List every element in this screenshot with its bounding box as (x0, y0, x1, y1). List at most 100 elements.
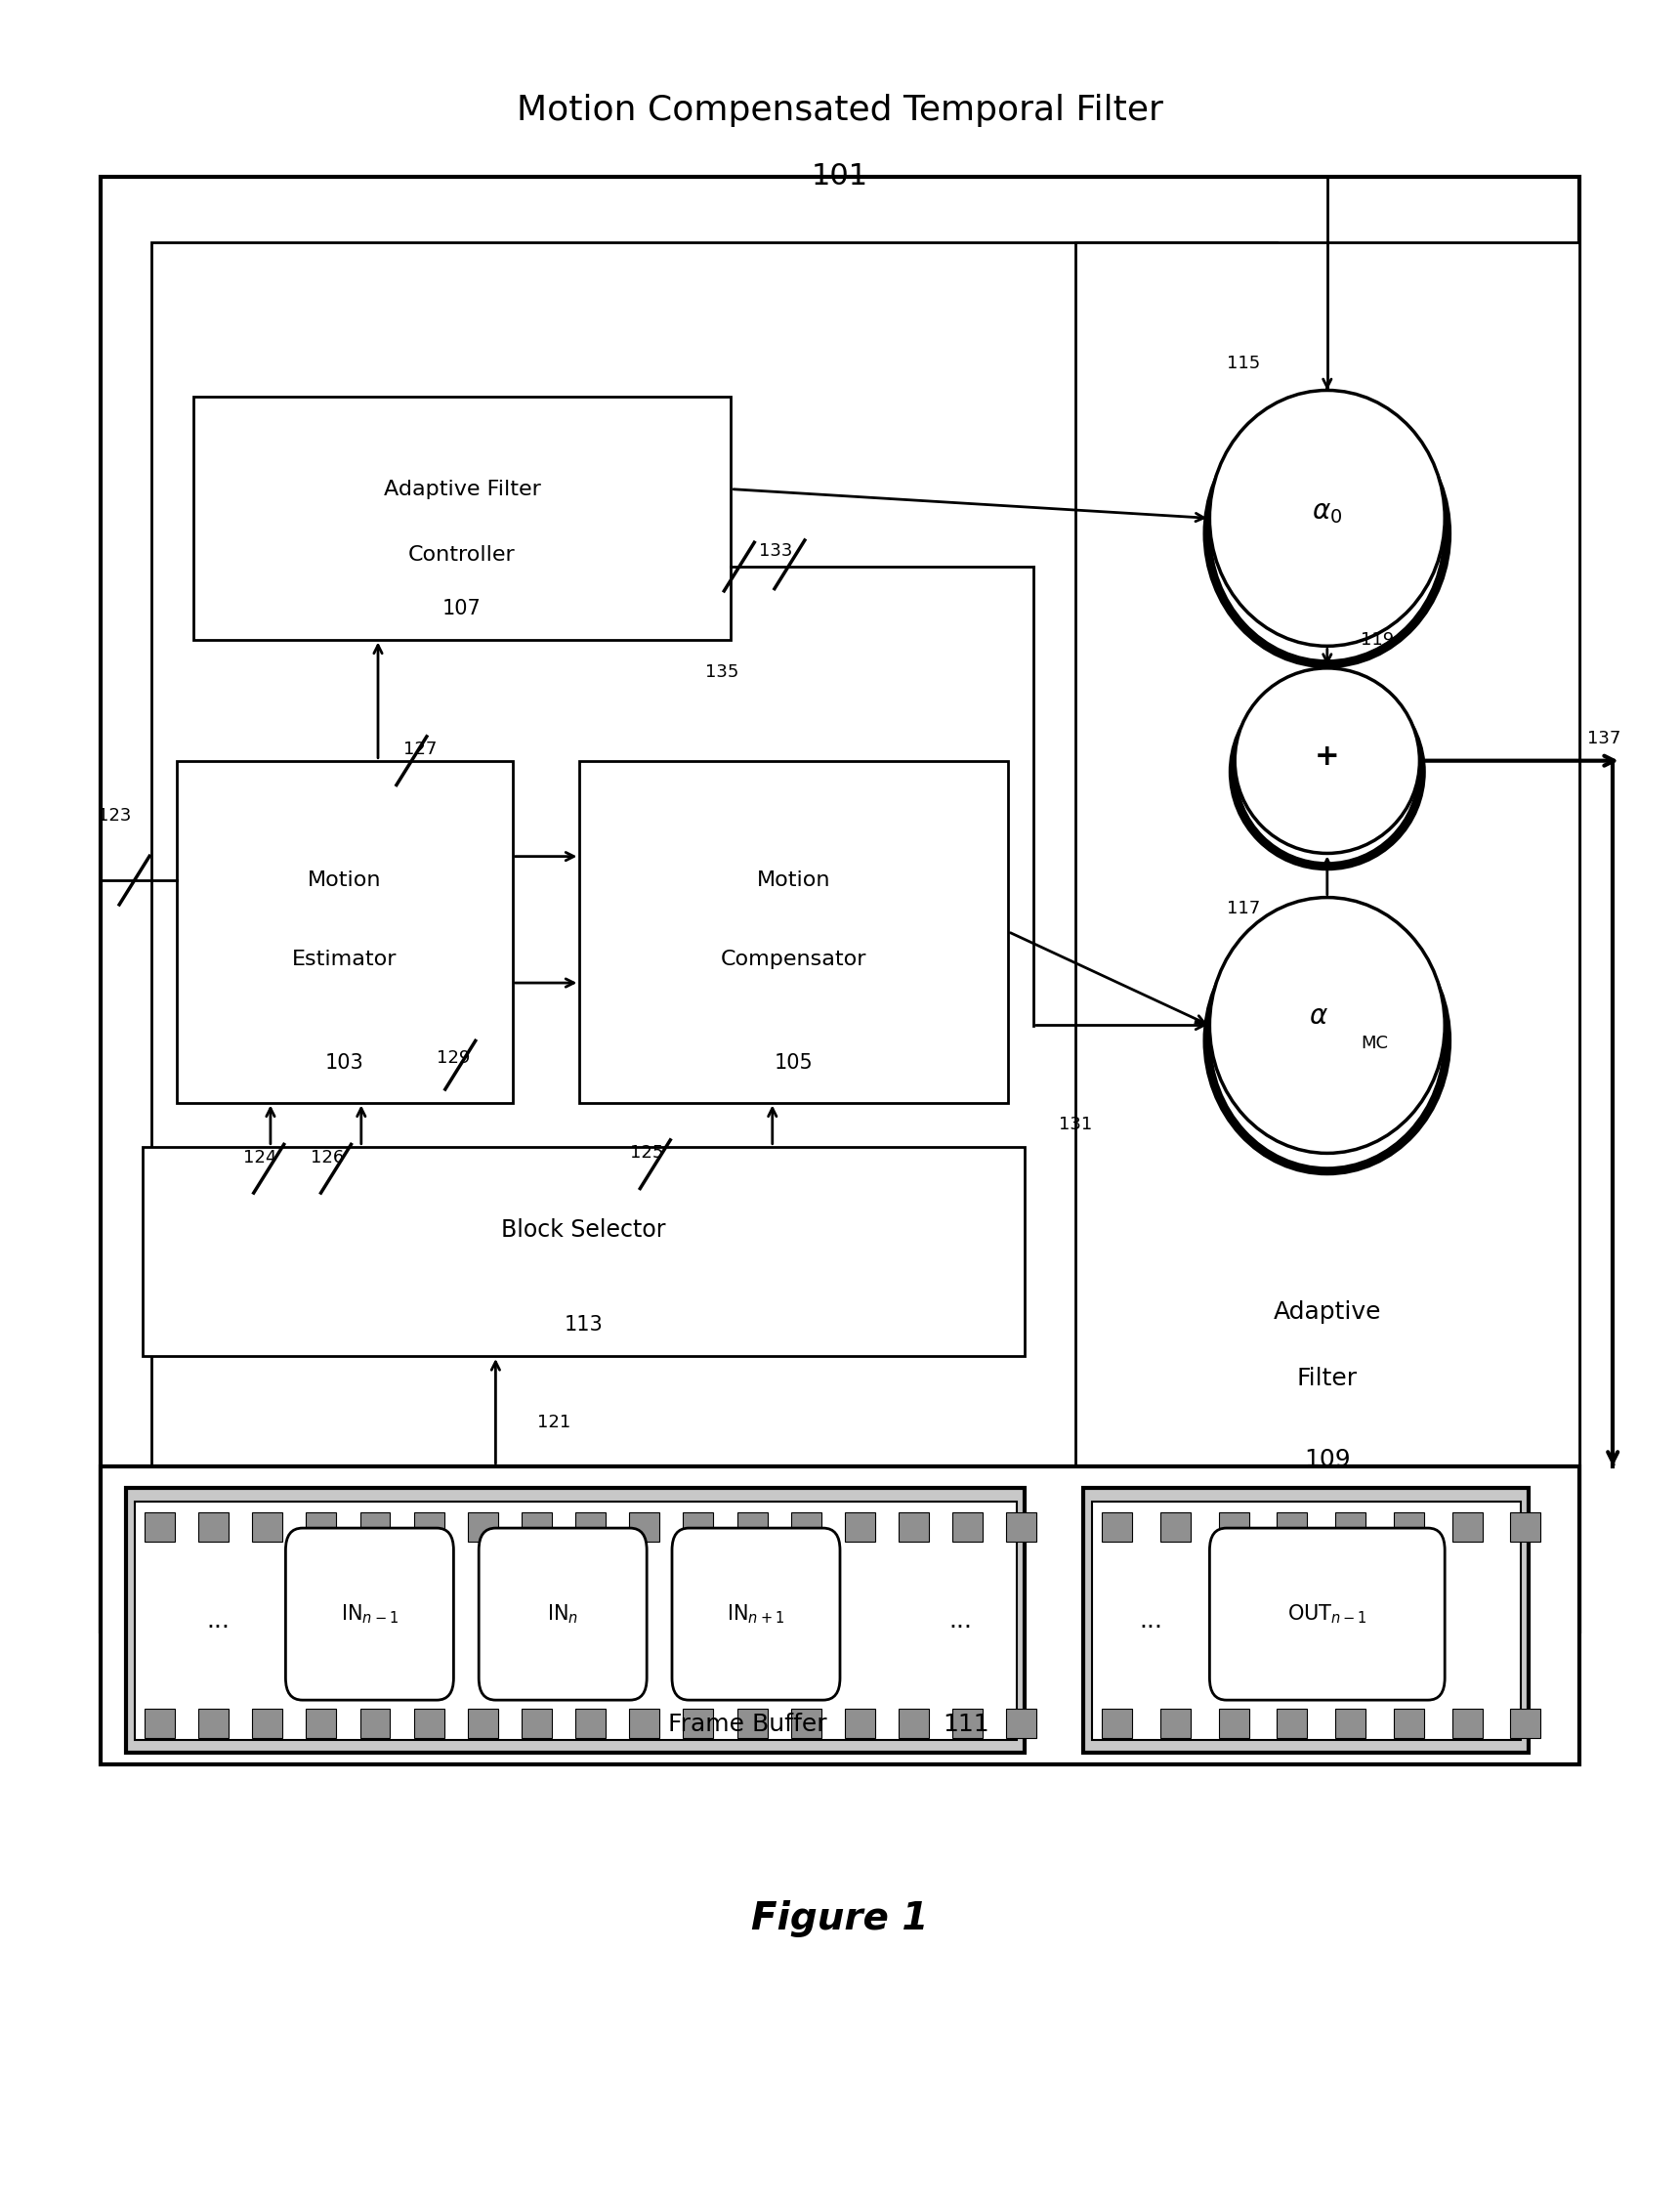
Bar (151, 243, 1277, 1566)
Bar (684, 1513, 714, 1541)
Bar (684, 1709, 714, 1738)
Text: Motion Compensated Temporal Filter: Motion Compensated Temporal Filter (517, 93, 1163, 128)
Bar (1084, 1488, 1529, 1753)
Text: Figure 1: Figure 1 (751, 1901, 929, 1936)
Bar (521, 1513, 551, 1541)
Bar (1102, 1709, 1132, 1738)
Bar (1510, 1513, 1541, 1541)
Bar (413, 1709, 444, 1738)
Bar (467, 1513, 497, 1541)
Text: 131: 131 (1058, 1116, 1092, 1133)
Bar (134, 1502, 1016, 1740)
Bar (845, 1513, 875, 1541)
Bar (360, 1709, 390, 1738)
Bar (738, 1709, 768, 1738)
Bar (144, 1513, 175, 1541)
Bar (1277, 1513, 1307, 1541)
Text: 121: 121 (538, 1413, 571, 1431)
Text: Controller: Controller (408, 545, 516, 564)
Bar (630, 1513, 660, 1541)
Bar (575, 1709, 606, 1738)
Bar (845, 1709, 875, 1738)
Ellipse shape (1210, 390, 1445, 646)
Text: 135: 135 (706, 664, 739, 681)
Bar (1102, 1513, 1132, 1541)
Text: 111: 111 (942, 1713, 990, 1735)
Text: Adaptive: Adaptive (1273, 1301, 1381, 1323)
Text: MC: MC (1361, 1034, 1388, 1052)
Ellipse shape (1210, 897, 1445, 1153)
Bar (1006, 1709, 1037, 1738)
Text: ...: ... (949, 1610, 973, 1632)
Bar (791, 1709, 822, 1738)
Bar (1161, 1709, 1191, 1738)
Bar (1006, 1513, 1037, 1541)
Bar (1092, 1502, 1520, 1740)
Bar (143, 1147, 1025, 1356)
Text: 129: 129 (437, 1050, 470, 1067)
Text: $\alpha_0$: $\alpha_0$ (1312, 498, 1342, 525)
Bar (953, 1709, 983, 1738)
Bar (1161, 1513, 1191, 1541)
Text: Filter: Filter (1297, 1367, 1357, 1389)
Text: Compensator: Compensator (721, 948, 867, 968)
Ellipse shape (1235, 668, 1420, 853)
Text: 123: 123 (97, 807, 131, 825)
Text: 113: 113 (564, 1316, 603, 1334)
Text: Block Selector: Block Selector (502, 1219, 665, 1241)
Bar (521, 1709, 551, 1738)
Bar (1277, 1709, 1307, 1738)
Text: 101: 101 (811, 163, 869, 190)
Bar (193, 397, 731, 639)
Text: 125: 125 (630, 1144, 664, 1162)
FancyBboxPatch shape (479, 1528, 647, 1700)
Bar (1336, 1709, 1366, 1738)
Text: 133: 133 (759, 542, 793, 560)
Bar (1452, 1709, 1482, 1738)
Text: $\alpha$: $\alpha$ (1309, 1003, 1329, 1030)
Bar (791, 1513, 822, 1541)
Text: Motion: Motion (307, 871, 381, 891)
FancyBboxPatch shape (1210, 1528, 1445, 1700)
Text: Frame Buffer: Frame Buffer (669, 1713, 827, 1735)
Bar (630, 1709, 660, 1738)
Bar (580, 761, 1008, 1102)
Text: ...: ... (207, 1610, 230, 1632)
FancyBboxPatch shape (286, 1528, 454, 1700)
Bar (899, 1513, 929, 1541)
Text: 109: 109 (1304, 1449, 1351, 1471)
Bar (1452, 1513, 1482, 1541)
Text: 115: 115 (1226, 355, 1260, 373)
Text: Motion: Motion (758, 871, 830, 891)
Bar (1075, 243, 1579, 1566)
Bar (306, 1709, 336, 1738)
Text: 119: 119 (1361, 631, 1394, 648)
Bar (360, 1513, 390, 1541)
Bar (413, 1513, 444, 1541)
Text: $\mathrm{IN}_{n-1}$: $\mathrm{IN}_{n-1}$ (341, 1603, 398, 1625)
Text: 124: 124 (244, 1149, 277, 1166)
Bar (1218, 1513, 1248, 1541)
Text: $\mathrm{OUT}_{n-1}$: $\mathrm{OUT}_{n-1}$ (1287, 1603, 1368, 1625)
Text: $\mathrm{IN}_{n+1}$: $\mathrm{IN}_{n+1}$ (727, 1603, 785, 1625)
Bar (101, 1466, 1579, 1764)
Bar (126, 1488, 1025, 1753)
Bar (144, 1709, 175, 1738)
Bar (198, 1709, 228, 1738)
Text: Adaptive Filter: Adaptive Filter (383, 478, 541, 498)
Text: 137: 137 (1588, 730, 1621, 747)
Bar (899, 1709, 929, 1738)
Bar (1218, 1709, 1248, 1738)
Text: 126: 126 (311, 1149, 344, 1166)
Bar (198, 1513, 228, 1541)
Bar (101, 176, 1579, 1632)
Text: 117: 117 (1226, 900, 1260, 917)
Text: $\mathrm{IN}_{n}$: $\mathrm{IN}_{n}$ (548, 1603, 578, 1625)
Text: 103: 103 (324, 1054, 365, 1072)
Bar (575, 1513, 606, 1541)
Bar (1394, 1709, 1425, 1738)
Bar (1394, 1513, 1425, 1541)
Bar (953, 1513, 983, 1541)
Text: 107: 107 (442, 600, 482, 617)
Bar (252, 1513, 282, 1541)
